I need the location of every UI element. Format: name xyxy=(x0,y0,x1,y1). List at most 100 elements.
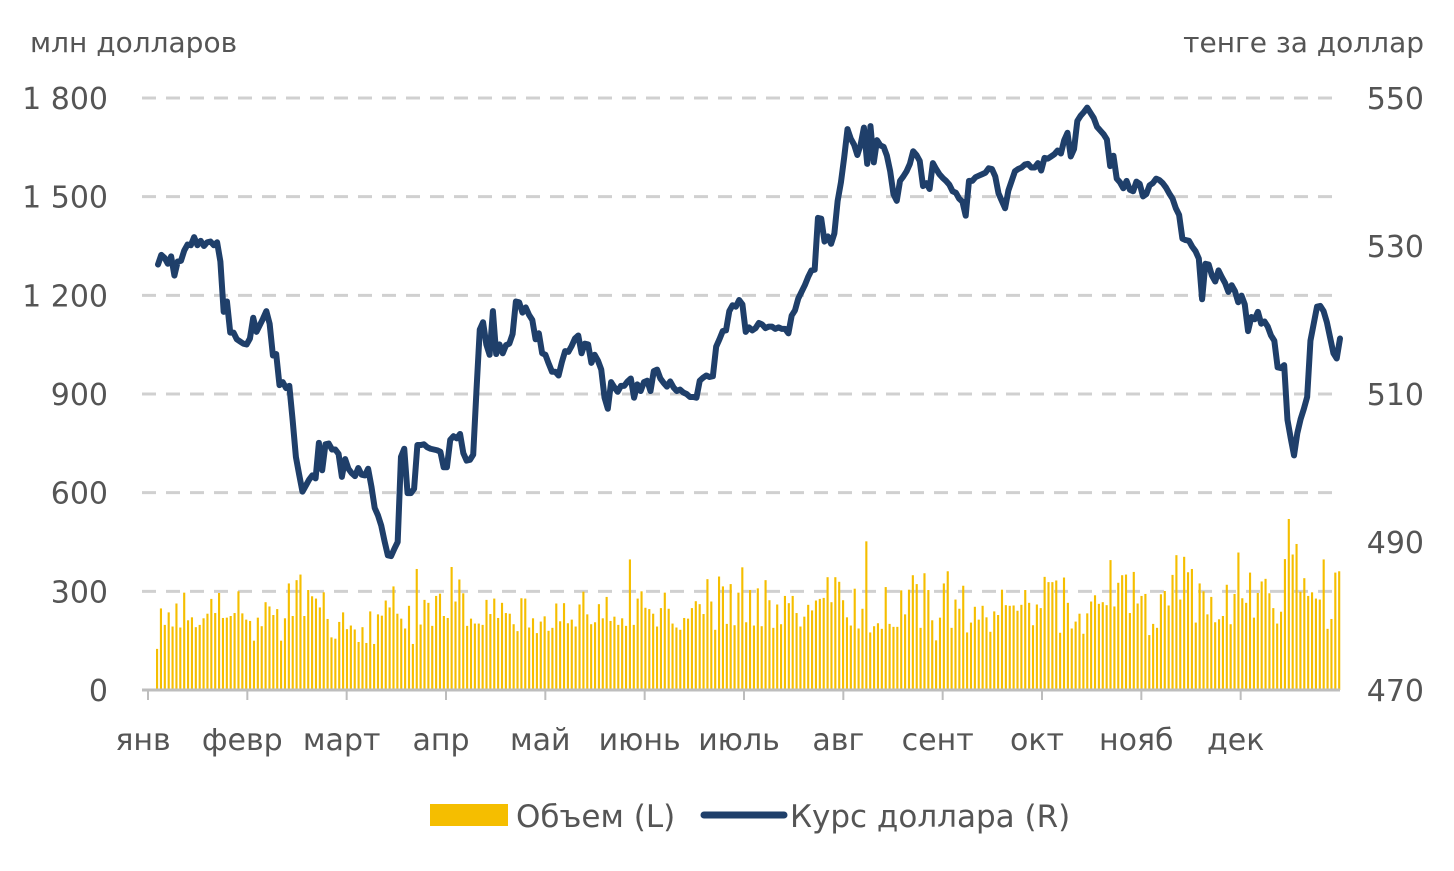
volume-bar xyxy=(446,617,449,690)
volume-bar xyxy=(776,604,779,690)
volume-bar xyxy=(624,625,628,690)
left-axis-tick-label: 1 200 xyxy=(22,279,108,314)
volume-bar xyxy=(946,571,949,690)
volume-bar xyxy=(551,627,554,690)
volume-bar xyxy=(249,620,252,690)
left-axis-unit-label: млн долларов xyxy=(30,26,237,59)
volume-bar xyxy=(307,590,310,690)
volume-bar xyxy=(1217,619,1221,690)
volume-bar xyxy=(469,618,473,690)
volume-bar xyxy=(431,625,434,690)
volume-bar xyxy=(799,626,802,690)
volume-bar xyxy=(609,620,612,690)
volume-bar xyxy=(1012,605,1015,690)
volume-bar xyxy=(1031,625,1035,690)
volume-bar xyxy=(1159,594,1162,690)
volume-bar xyxy=(849,625,852,690)
volume-bar xyxy=(652,613,655,690)
volume-bar xyxy=(1210,596,1213,690)
right-axis-tick-label: 510 xyxy=(1367,378,1424,413)
volume-bar xyxy=(729,584,732,690)
volume-bar xyxy=(1283,559,1286,690)
volume-bar xyxy=(655,626,659,690)
volume-bar xyxy=(318,607,321,690)
volume-bar xyxy=(1082,633,1085,690)
volume-bar xyxy=(861,608,864,690)
volume-bar xyxy=(562,603,566,690)
volume-bar xyxy=(1198,583,1201,690)
left-axis-tick-label: 1 500 xyxy=(22,181,108,216)
volume-bar xyxy=(675,627,678,690)
volume-bar xyxy=(520,598,523,690)
volume-bar xyxy=(904,614,907,690)
volume-bar xyxy=(644,607,647,690)
volume-bar xyxy=(218,592,221,690)
volume-bar xyxy=(1000,589,1004,690)
volume-bar xyxy=(342,612,345,690)
volume-bar xyxy=(1314,598,1317,690)
volume-bar xyxy=(845,617,849,690)
volume-bar xyxy=(1039,608,1042,690)
month-label: дек xyxy=(1207,723,1264,758)
volume-bar xyxy=(345,629,349,690)
volume-bar xyxy=(241,613,244,690)
volume-bar xyxy=(1206,614,1209,690)
month-label: июль xyxy=(698,723,780,758)
volume-bar xyxy=(938,617,942,690)
volume-bar xyxy=(1055,580,1058,690)
volume-bar xyxy=(1334,572,1337,690)
volume-bar xyxy=(1326,628,1329,690)
left-axis-ticks: 0 300 600 900 1 200 1 500 1 800 xyxy=(22,82,108,709)
volume-bar xyxy=(473,623,476,690)
volume-bar xyxy=(1148,635,1151,690)
volume-bar xyxy=(175,603,178,690)
volume-bar xyxy=(326,618,329,690)
volume-bar xyxy=(915,584,918,690)
volume-bar xyxy=(686,618,690,690)
legend-volume-swatch xyxy=(430,804,508,826)
month-label: нояб xyxy=(1099,723,1174,758)
volume-bar xyxy=(667,608,670,690)
volume-bar xyxy=(543,616,546,690)
volume-bar xyxy=(791,595,794,690)
volume-bar xyxy=(826,577,829,690)
volume-bar xyxy=(574,626,577,690)
volume-bar xyxy=(749,590,752,690)
month-label: апр xyxy=(412,723,469,758)
volume-bar xyxy=(272,615,275,690)
volume-bar xyxy=(702,614,705,690)
volume-bar xyxy=(950,627,953,690)
volume-bar xyxy=(299,574,302,690)
volume-bar xyxy=(1155,627,1159,690)
volume-bar xyxy=(1241,598,1244,690)
volume-bar xyxy=(1132,571,1135,690)
volume-bar xyxy=(1163,591,1166,690)
volume-bar xyxy=(853,588,856,690)
volume-bar xyxy=(423,599,426,690)
volume-bar xyxy=(202,618,205,690)
volume-bar xyxy=(1299,591,1302,690)
volume-bar xyxy=(745,622,748,690)
legend: Объем (L) Курс доллара (R) xyxy=(430,799,1070,835)
rate-line xyxy=(155,104,1343,560)
volume-bar xyxy=(559,621,562,690)
volume-bar xyxy=(489,614,492,690)
volume-bar xyxy=(508,613,511,690)
volume-bar xyxy=(1016,610,1019,690)
month-label: окт xyxy=(1010,723,1064,758)
volume-bar xyxy=(411,643,414,690)
volume-bar xyxy=(1043,576,1046,690)
volume-bar xyxy=(442,616,445,690)
volume-bar xyxy=(1221,616,1224,690)
month-labels: янв февр март апр май июнь июль авг сент окт нояб д… xyxy=(115,723,1264,758)
volume-bar xyxy=(911,575,914,690)
volume-bar xyxy=(671,623,674,690)
volume-bar xyxy=(842,600,845,690)
volume-bar xyxy=(435,595,438,690)
volume-bar xyxy=(873,626,876,690)
volume-bar xyxy=(997,615,1000,690)
volume-bar xyxy=(884,587,887,690)
volume-bar xyxy=(497,617,500,690)
volume-bar xyxy=(1291,554,1294,690)
volume-bar xyxy=(400,618,403,690)
